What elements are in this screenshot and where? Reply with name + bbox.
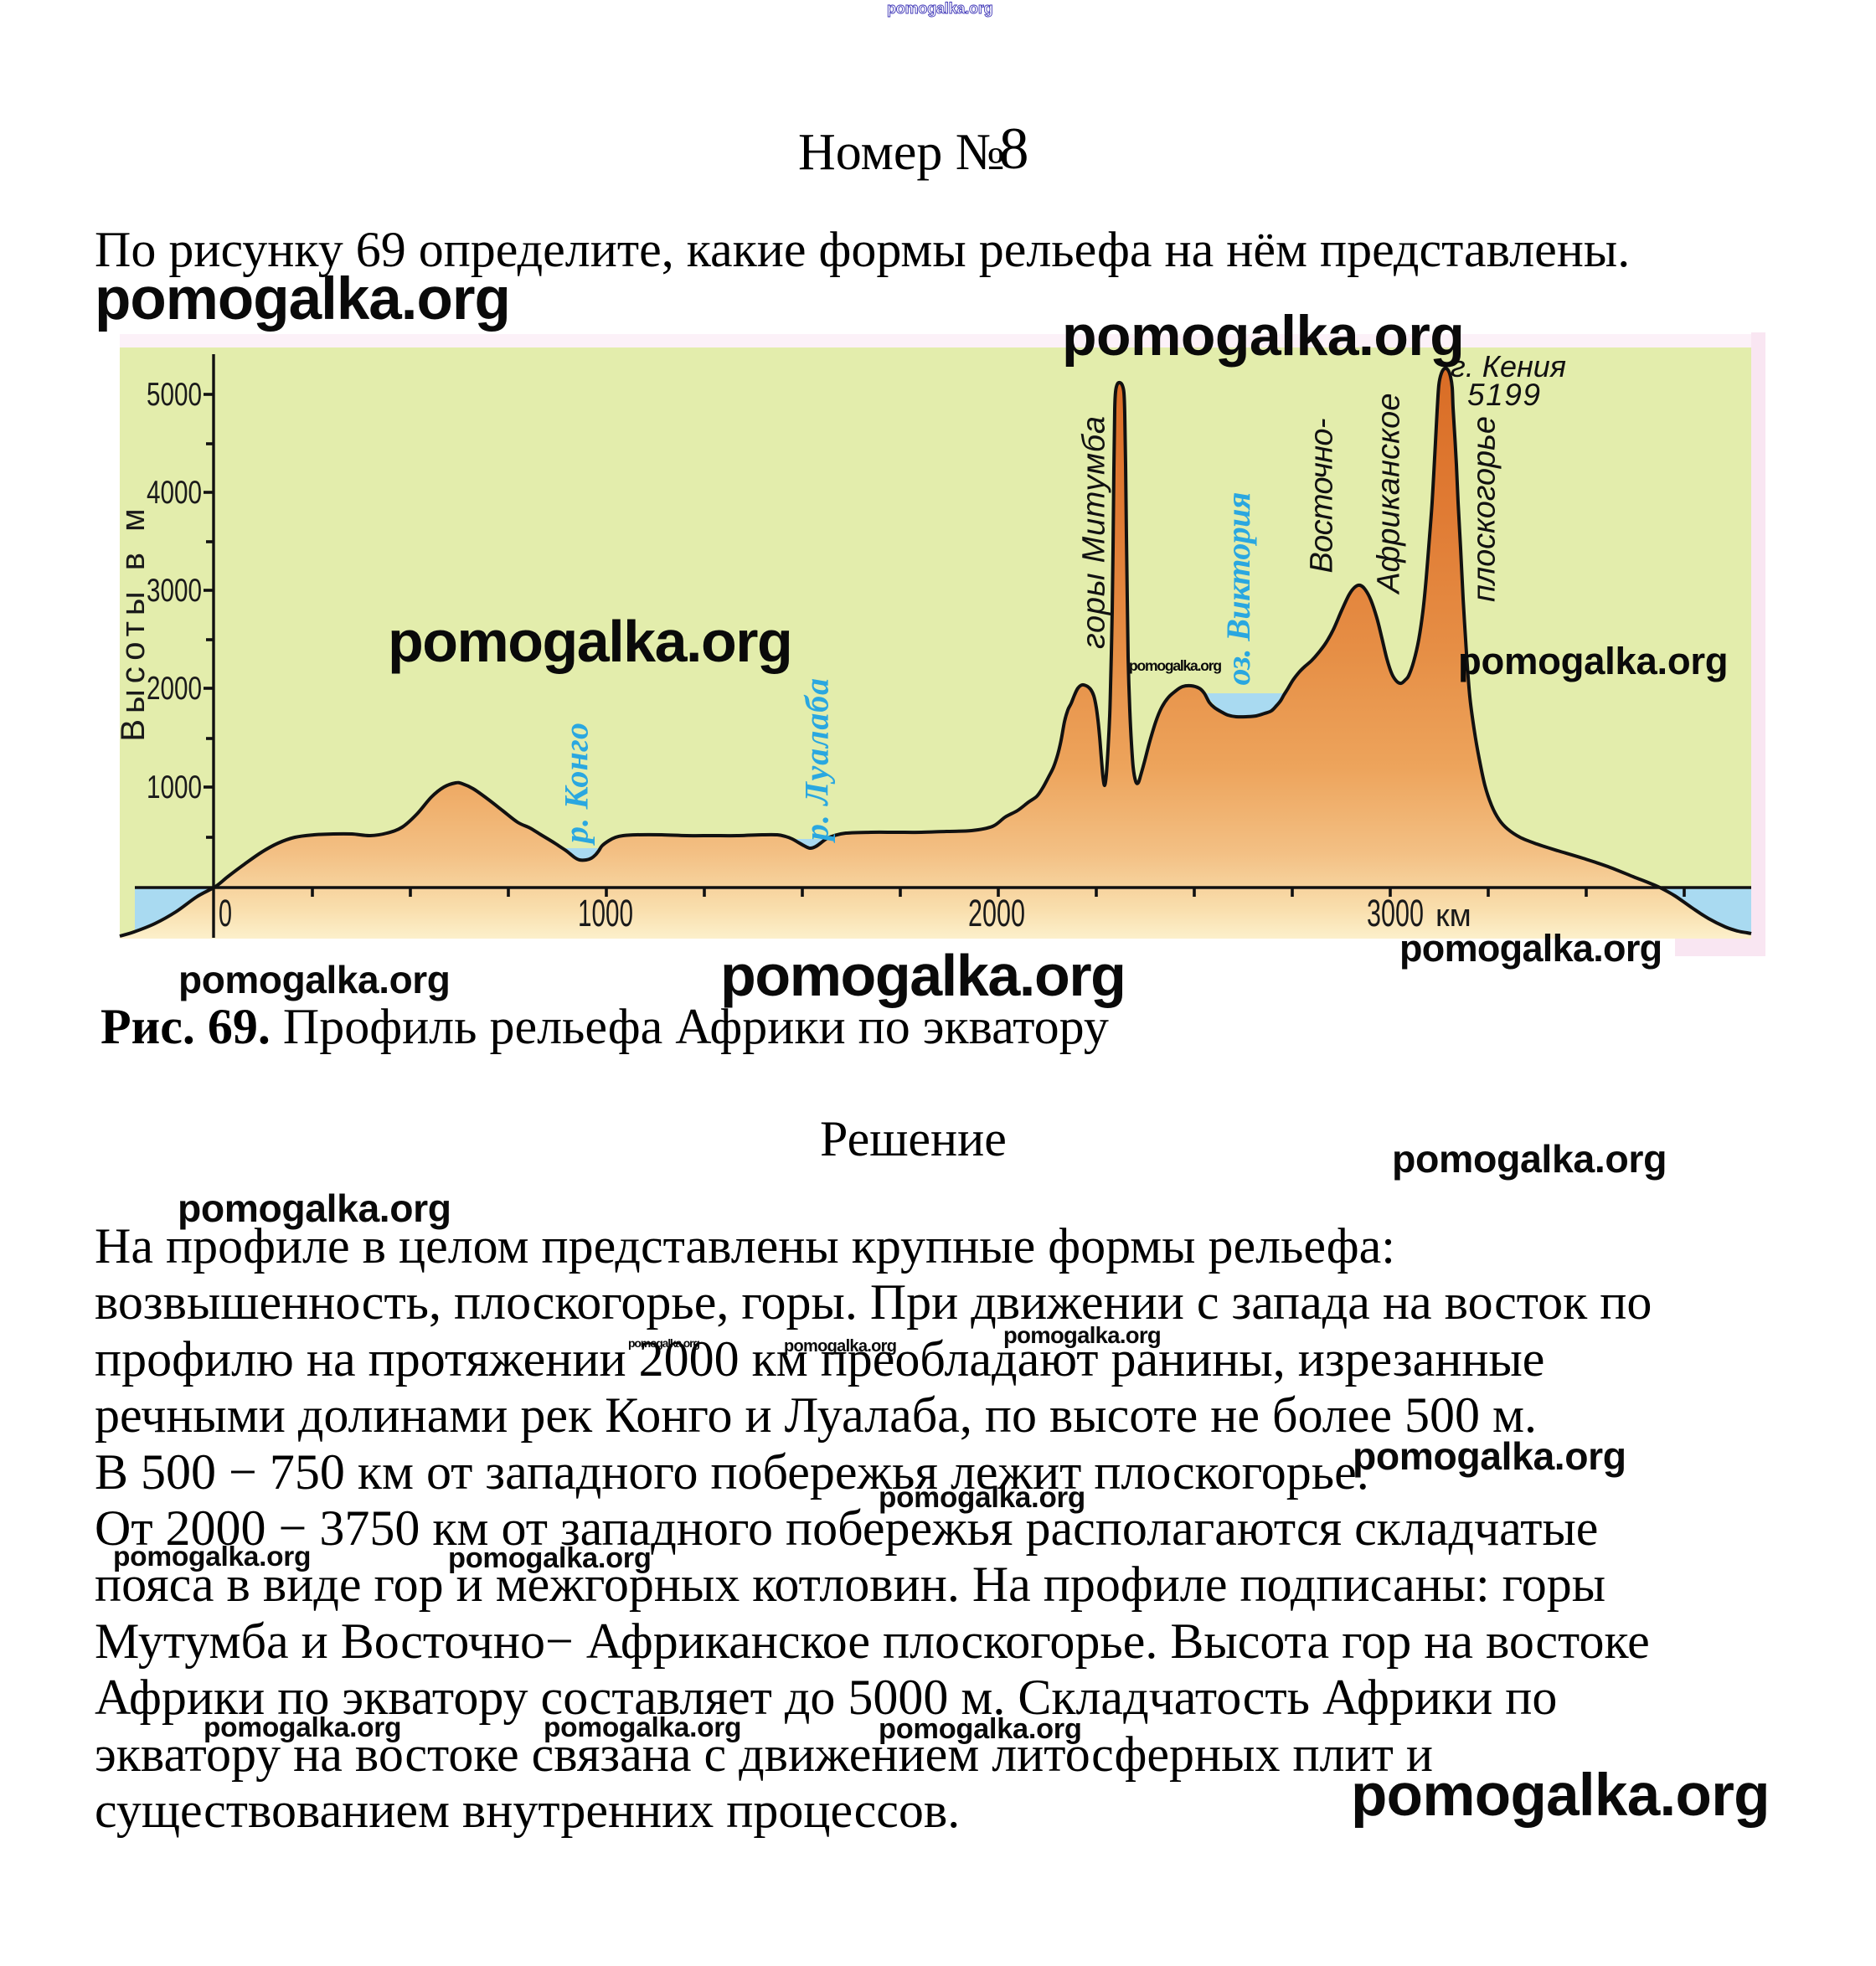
svg-text:5000: 5000 xyxy=(147,377,202,413)
svg-text:5199: 5199 xyxy=(1467,378,1540,412)
svg-text:горы Митумба: горы Митумба xyxy=(1077,416,1112,649)
svg-text:Африканское: Африканское xyxy=(1372,394,1407,595)
svg-text:плоскогорье: плоскогорье xyxy=(1467,416,1502,602)
svg-text:оз. Виктория: оз. Виктория xyxy=(1219,492,1257,686)
svg-text:0: 0 xyxy=(219,892,232,934)
svg-text:1000: 1000 xyxy=(147,769,202,805)
svg-text:р. Луалаба: р. Луалаба xyxy=(798,678,836,843)
svg-text:1000: 1000 xyxy=(578,892,633,934)
svg-text:2000: 2000 xyxy=(968,892,1025,934)
svg-text:Высоты в м: Высоты в м xyxy=(117,502,152,741)
svg-text:3000: 3000 xyxy=(147,573,202,609)
svg-text:Восточно-: Восточно- xyxy=(1305,419,1340,574)
svg-text:2000: 2000 xyxy=(147,671,202,707)
svg-text:р. Конго: р. Конго xyxy=(558,723,595,846)
svg-text:4000: 4000 xyxy=(147,475,202,511)
svg-text:г. Кения: г. Кения xyxy=(1451,349,1566,383)
svg-text:км: км xyxy=(1435,898,1471,934)
svg-text:3000: 3000 xyxy=(1367,892,1424,934)
